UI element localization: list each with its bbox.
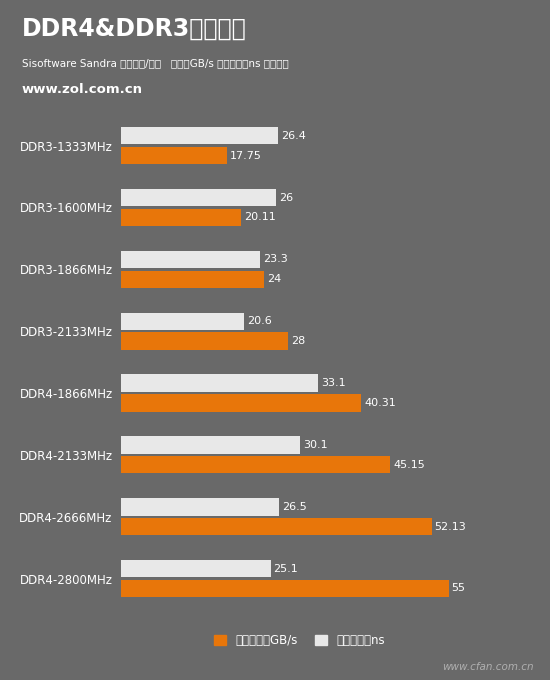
Text: 20.6: 20.6 [247,316,272,326]
Bar [121,127,278,144]
Text: 45.15: 45.15 [393,460,425,470]
Text: 26.5: 26.5 [282,502,307,512]
Bar [121,375,318,392]
Bar [121,209,241,226]
Text: 17.75: 17.75 [230,150,262,160]
Bar [121,147,227,164]
Bar [121,498,279,515]
Text: 40.31: 40.31 [364,398,396,408]
Legend: 内存带宽：GB/s, 内存延迟：ns: 内存带宽：GB/s, 内存延迟：ns [210,629,390,651]
Text: www.cfan.com.cn: www.cfan.com.cn [442,662,534,672]
Text: Sisoftware Sandra 内存带宽/延迟   单位：GB/s 越大越好；ns 越小越好: Sisoftware Sandra 内存带宽/延迟 单位：GB/s 越大越好；n… [22,58,289,68]
Bar [121,189,276,206]
Text: DDR4&DDR3对比测试: DDR4&DDR3对比测试 [22,17,247,41]
Bar [121,580,449,597]
Bar [121,313,244,330]
Text: 52.13: 52.13 [434,522,466,532]
Bar [121,437,300,454]
Bar [121,518,432,535]
Text: 26.4: 26.4 [281,131,306,141]
Text: 30.1: 30.1 [304,440,328,450]
Text: 20.11: 20.11 [244,212,276,222]
Bar [121,251,260,268]
Bar [121,271,264,288]
Text: 24: 24 [267,274,281,284]
Text: 33.1: 33.1 [321,378,346,388]
Bar [121,456,390,473]
Text: 28: 28 [291,336,305,346]
Bar [121,394,361,411]
Text: 26: 26 [279,192,293,203]
Bar [121,333,288,350]
Bar [121,560,271,577]
Text: 25.1: 25.1 [273,564,298,574]
Text: 23.3: 23.3 [263,254,288,265]
Text: www.zol.com.cn: www.zol.com.cn [22,83,143,96]
Text: 55: 55 [452,583,466,594]
